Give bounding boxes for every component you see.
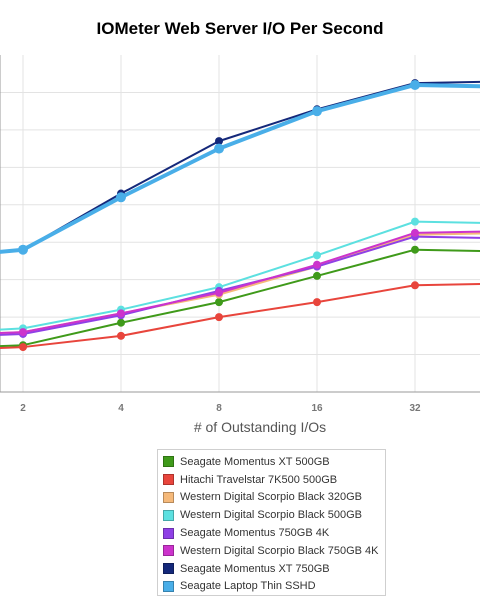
legend-item: Seagate Momentus XT 750GB: [158, 560, 385, 578]
chart-legend: Seagate Momentus XT 500GB Hitachi Travels…: [157, 449, 386, 596]
series-line: [0, 80, 480, 253]
legend-swatch: [163, 527, 174, 539]
legend-item: Western Digital Scorpio Black 750GB 4K: [158, 542, 385, 560]
legend-swatch: [163, 545, 174, 557]
legend-item: Seagate Laptop Thin SSHD: [158, 578, 385, 596]
legend-item: Western Digital Scorpio Black 500GB: [158, 506, 385, 524]
legend-label: Western Digital Scorpio Black 750GB 4K: [180, 544, 379, 557]
data-point: [18, 244, 28, 255]
legend-swatch: [163, 491, 174, 503]
legend-swatch: [163, 509, 174, 521]
data-point: [215, 137, 223, 146]
data-point: [215, 298, 223, 307]
data-point: [411, 217, 419, 226]
legend-label: Seagate Laptop Thin SSHD: [180, 580, 316, 593]
data-point: [117, 318, 125, 327]
data-point: [411, 281, 419, 290]
x-tick-label: 8: [216, 403, 222, 414]
data-point: [411, 228, 419, 237]
data-point: [410, 79, 420, 90]
legend-swatch: [163, 456, 174, 468]
legend-item: Seagate Momentus XT 500GB: [158, 453, 385, 471]
legend-label: Western Digital Scorpio Black 500GB: [180, 509, 362, 522]
data-point: [411, 245, 419, 254]
data-point: [312, 106, 322, 117]
legend-item: Western Digital Scorpio Black 320GB: [158, 489, 385, 507]
data-point: [117, 309, 125, 318]
data-point: [117, 331, 125, 340]
data-point: [313, 260, 321, 269]
series-line: [0, 232, 480, 334]
series-line: [0, 230, 480, 334]
line-chart: 2 4 8 16 32: [0, 55, 480, 414]
legend-swatch: [163, 563, 174, 575]
legend-label: Seagate Momentus 750GB 4K: [180, 527, 330, 540]
series-line: [0, 82, 480, 254]
x-tick-label: 4: [118, 403, 124, 414]
x-tick-label: 16: [311, 403, 323, 414]
legend-swatch: [163, 580, 174, 592]
x-axis-label: # of Outstanding I/Os: [193, 419, 327, 435]
data-point: [19, 343, 27, 352]
data-point: [214, 143, 224, 154]
legend-label: Seagate Momentus XT 500GB: [180, 455, 330, 468]
series-line: [0, 248, 480, 348]
x-tick-label: 2: [20, 403, 26, 414]
data-point: [313, 298, 321, 307]
chart-title: IOMeter Web Server I/O Per Second: [96, 19, 384, 38]
x-tick-label: 32: [409, 403, 421, 414]
legend-label: Hitachi Travelstar 7K500 500GB: [180, 473, 338, 486]
data-point: [116, 192, 126, 203]
data-point: [313, 271, 321, 280]
legend-swatch: [163, 474, 174, 486]
data-point: [313, 251, 321, 260]
data-point: [215, 313, 223, 322]
legend-item: Hitachi Travelstar 7K500 500GB: [158, 471, 385, 489]
legend-label: Western Digital Scorpio Black 320GB: [180, 491, 362, 504]
legend-label: Seagate Momentus XT 750GB: [180, 562, 330, 575]
data-point: [19, 328, 27, 337]
data-point: [215, 288, 223, 297]
legend-item: Seagate Momentus 750GB 4K: [158, 524, 385, 542]
